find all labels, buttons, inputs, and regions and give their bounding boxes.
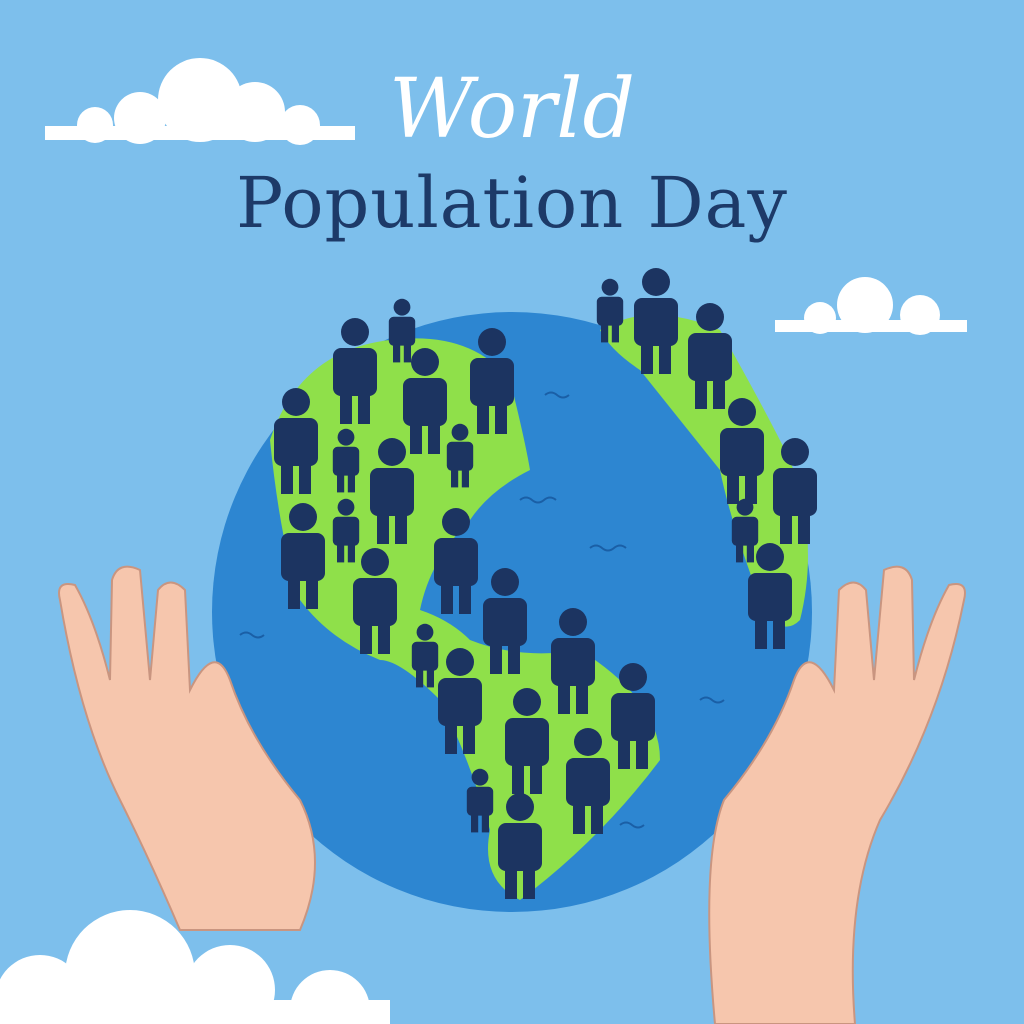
person-icon bbox=[281, 503, 325, 609]
person-icon bbox=[498, 793, 542, 899]
person-icon bbox=[274, 388, 318, 494]
right-hand-icon bbox=[708, 565, 966, 1024]
person-icon bbox=[370, 438, 414, 544]
person-icon bbox=[466, 768, 494, 833]
person-icon bbox=[634, 268, 678, 374]
person-icon bbox=[403, 348, 447, 454]
person-icon bbox=[388, 298, 416, 363]
person-icon bbox=[438, 648, 482, 754]
person-icon bbox=[566, 728, 610, 834]
person-icon bbox=[748, 543, 792, 649]
person-icon bbox=[611, 663, 655, 769]
cloud-icon bbox=[0, 910, 390, 1024]
person-icon bbox=[332, 428, 360, 493]
person-icon bbox=[773, 438, 817, 544]
person-icon bbox=[470, 328, 514, 434]
person-icon bbox=[332, 498, 360, 563]
person-icon bbox=[446, 423, 474, 488]
cloud-icon bbox=[775, 277, 967, 335]
person-icon bbox=[505, 688, 549, 794]
person-icon bbox=[333, 318, 377, 424]
person-icon bbox=[434, 508, 478, 614]
person-icon bbox=[483, 568, 527, 674]
person-icon bbox=[720, 398, 764, 504]
person-icon bbox=[596, 278, 624, 343]
title-population-day: Population Day bbox=[236, 162, 788, 244]
title-world: World bbox=[389, 62, 635, 157]
person-icon bbox=[411, 623, 439, 688]
person-icon bbox=[688, 303, 732, 409]
person-icon bbox=[551, 608, 595, 714]
left-hand-icon bbox=[58, 565, 316, 931]
people-silhouettes bbox=[274, 268, 817, 899]
person-icon bbox=[731, 498, 759, 563]
cloud-icon bbox=[45, 58, 355, 145]
person-icon bbox=[353, 548, 397, 654]
